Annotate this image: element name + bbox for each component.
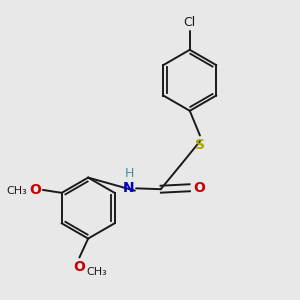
Text: CH₃: CH₃ bbox=[87, 267, 107, 277]
Text: O: O bbox=[74, 260, 86, 274]
Text: Cl: Cl bbox=[184, 16, 196, 29]
Text: CH₃: CH₃ bbox=[6, 186, 27, 197]
Text: S: S bbox=[195, 138, 205, 152]
Text: H: H bbox=[125, 167, 134, 181]
Text: O: O bbox=[193, 181, 205, 195]
Text: O: O bbox=[29, 183, 41, 197]
Text: N: N bbox=[123, 181, 134, 195]
